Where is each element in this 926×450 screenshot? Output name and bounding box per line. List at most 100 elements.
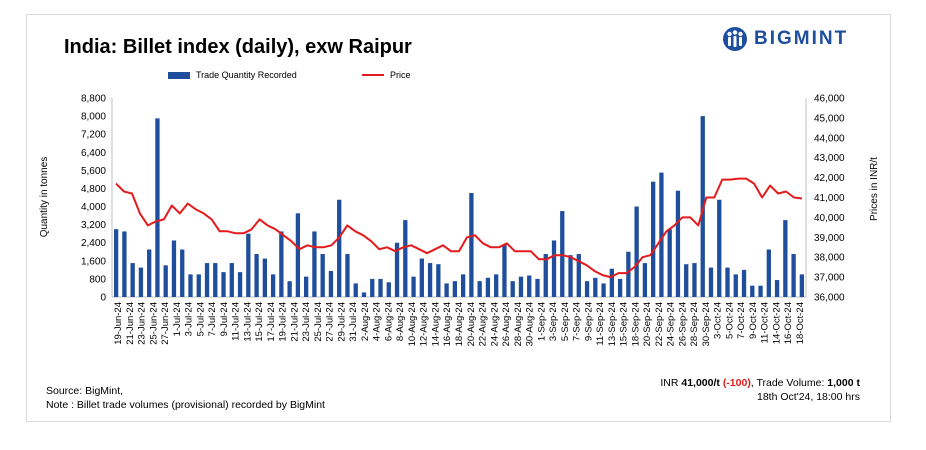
quantity-bar [659, 172, 664, 297]
x-tick-label: 7-Oct-24 [736, 302, 747, 339]
quantity-bar [419, 258, 424, 297]
summary-timestamp: 18th Oct'24, 18:00 hrs [757, 391, 860, 403]
chart-frame [26, 14, 891, 422]
quantity-bar [163, 265, 168, 297]
y2-tick-label: 40,000 [814, 213, 845, 224]
source-text: Source: BigMint, [46, 385, 124, 397]
x-tick-label: 16-Oct-24 [783, 302, 794, 344]
legend-bar-swatch [168, 71, 190, 79]
y-tick-label: 8,800 [81, 94, 106, 105]
x-tick-label: 17-Jul-24 [266, 302, 277, 342]
quantity-bar [196, 274, 201, 297]
x-tick-label: 9-Jul-24 [219, 302, 230, 336]
x-tick-label: 9-Sep-24 [583, 302, 594, 341]
x-tick-label: 14-Aug-24 [431, 302, 442, 346]
summary-price-change: (-100) [722, 377, 751, 389]
quantity-bar [460, 274, 466, 297]
quantity-bar [708, 267, 714, 297]
x-tick-label: 27-Jul-24 [325, 302, 336, 342]
quantity-bar [345, 254, 350, 297]
y-tick-label: 7,200 [81, 130, 106, 141]
quantity-bar [147, 249, 152, 297]
x-tick-label: 11-Sep-24 [595, 302, 606, 346]
summary-price-prefix: INR [660, 377, 682, 389]
quantity-bar [750, 285, 755, 297]
quantity-bar [237, 272, 243, 297]
legend-line-label: Price [390, 70, 411, 80]
x-tick-label: 18-Oct-24 [795, 302, 806, 344]
quantity-bar [576, 254, 581, 297]
quantity-bar [130, 263, 135, 297]
y-tick-label: 6,400 [81, 148, 106, 159]
x-tick-label: 6-Aug-24 [383, 302, 394, 341]
quantity-bar [774, 280, 780, 297]
y-tick-label: 2,400 [81, 238, 106, 249]
x-tick-label: 19-Jul-24 [278, 302, 289, 342]
x-tick-label: 16-Aug-24 [442, 302, 453, 346]
x-tick-label: 11-Oct-24 [760, 302, 771, 344]
price-line [115, 177, 803, 279]
x-tick-label: 18-Sep-24 [630, 302, 641, 346]
quantity-bar [741, 269, 747, 297]
quantity-bar [725, 267, 730, 297]
quantity-bar [543, 254, 548, 297]
summary-volume-label: , Trade Volume: [750, 377, 828, 389]
x-tick-label: 28-Aug-24 [513, 302, 524, 346]
x-tick-label: 20-Aug-24 [466, 302, 477, 346]
quantity-bar [733, 274, 738, 297]
quantity-bar [477, 281, 482, 297]
quantity-bar [667, 229, 672, 297]
x-tick-label: 5-Oct-24 [724, 302, 735, 339]
note-text: Note : Billet trade volumes (provisional… [46, 399, 325, 411]
y2-tick-label: 36,000 [814, 293, 845, 304]
x-tick-label: 31-Jul-24 [348, 302, 359, 342]
y2-tick-label: 42,000 [814, 173, 845, 184]
x-tick-label: 30-Sep-24 [701, 302, 712, 346]
quantity-bar [403, 220, 408, 297]
quantity-bar [229, 263, 234, 297]
x-tick-label: 1-Jul-24 [172, 302, 183, 336]
x-tick-label: 14-Oct-24 [772, 302, 783, 344]
quantity-bar [287, 281, 292, 297]
x-tick-label: 5-Jul-24 [195, 302, 206, 336]
quantity-bar [353, 283, 358, 297]
quantity-bar [502, 244, 507, 297]
y-tick-label: 4,800 [81, 184, 106, 195]
legend-bar-label: Trade Quantity Recorded [196, 70, 297, 80]
quantity-bar [279, 231, 284, 297]
x-tick-label: 7-Sep-24 [572, 302, 583, 341]
y2-tick-label: 46,000 [814, 94, 845, 105]
quantity-bar [783, 220, 788, 297]
quantity-bar [766, 249, 771, 297]
x-tick-label: 24-Sep-24 [666, 302, 677, 346]
quantity-bar [138, 267, 144, 297]
x-tick-label: 22-Aug-24 [478, 302, 489, 346]
x-tick-label: 21-Jun-24 [125, 302, 136, 345]
quantity-bar [427, 263, 433, 297]
x-tick-label: 13-Sep-24 [607, 302, 618, 346]
quantity-bar [651, 181, 656, 297]
quantity-bar [312, 231, 317, 297]
quantity-bar [609, 268, 614, 297]
quantity-bar [527, 275, 532, 297]
y2-tick-label: 43,000 [814, 153, 845, 164]
quantity-bar [626, 251, 631, 297]
quantity-bar [791, 254, 796, 297]
x-tick-label: 10-Aug-24 [407, 302, 418, 346]
quantity-bar [568, 255, 573, 297]
x-tick-label: 8-Aug-24 [395, 302, 406, 341]
quantity-bar [180, 249, 185, 297]
x-tick-label: 21-Jul-24 [289, 302, 300, 342]
quantity-bar [469, 192, 474, 297]
y2-tick-label: 39,000 [814, 233, 845, 244]
x-tick-label: 1-Sep-24 [536, 302, 547, 341]
quantity-bar [485, 277, 491, 297]
quantity-bar [675, 190, 681, 297]
chart-title: India: Billet index (daily), exw Raipur [64, 36, 412, 58]
quantity-bar [799, 274, 805, 297]
x-tick-label: 19-Jun-24 [113, 302, 124, 345]
x-tick-label: 23-Jun-24 [137, 302, 148, 345]
legend-line-swatch [362, 74, 384, 76]
quantity-bar [617, 278, 623, 297]
